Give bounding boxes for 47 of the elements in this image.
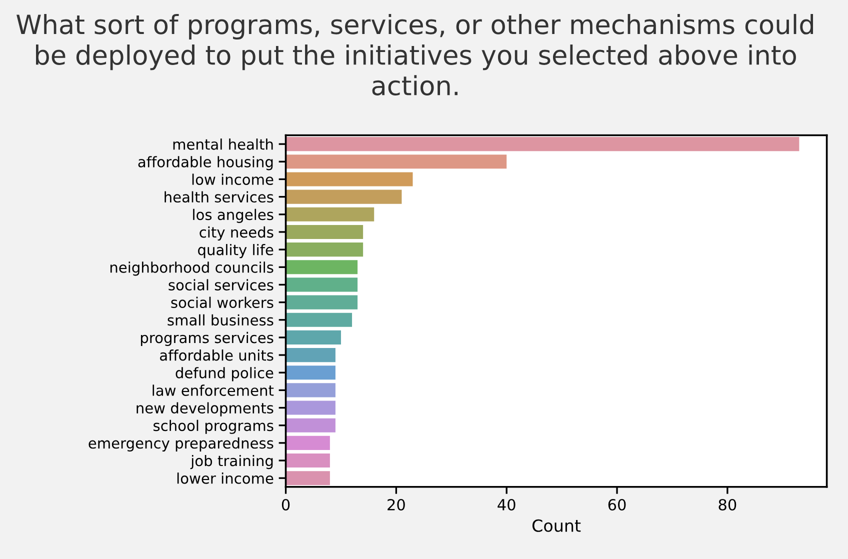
y-tick-label: new developments bbox=[136, 402, 274, 416]
bar bbox=[286, 453, 330, 468]
y-tick-label: small business bbox=[168, 314, 274, 326]
bar bbox=[286, 154, 507, 169]
bar bbox=[286, 242, 364, 257]
bar bbox=[286, 312, 352, 327]
y-tick-label: law enforcement bbox=[152, 384, 274, 396]
y-tick-label: quality life bbox=[198, 244, 274, 258]
bar bbox=[286, 436, 330, 450]
x-axis-title: Count bbox=[532, 519, 581, 532]
bar bbox=[286, 207, 374, 222]
y-tick-label: job training bbox=[190, 454, 273, 470]
bar bbox=[286, 348, 336, 362]
y-tick-label: affordable housing bbox=[138, 156, 273, 170]
bar bbox=[286, 383, 336, 398]
y-tick-label: emergency preparedness bbox=[88, 437, 274, 452]
y-tick-label: lower income bbox=[177, 472, 274, 484]
bar bbox=[286, 418, 336, 432]
bar bbox=[286, 278, 358, 292]
y-tick-label: defund police bbox=[176, 367, 274, 382]
y-tick-label: programs services bbox=[140, 332, 274, 346]
x-tick-label: 20 bbox=[388, 498, 405, 511]
bar bbox=[286, 190, 402, 204]
x-tick-label: 60 bbox=[608, 498, 626, 511]
y-tick-label: city needs bbox=[200, 226, 274, 241]
y-tick-label: low income bbox=[192, 174, 274, 185]
bar bbox=[286, 260, 358, 274]
bar bbox=[286, 366, 336, 380]
y-tick-label: neighborhood councils bbox=[110, 262, 274, 276]
y-tick-label: los angeles bbox=[193, 208, 274, 223]
y-tick-label: mental health bbox=[173, 138, 273, 150]
y-tick-label: social workers bbox=[171, 296, 274, 308]
x-tick-label: 40 bbox=[498, 498, 516, 511]
bar bbox=[286, 295, 358, 310]
bar bbox=[286, 137, 800, 152]
y-tick-label: social services bbox=[168, 279, 274, 290]
bar bbox=[286, 224, 364, 240]
x-tick-label: 80 bbox=[718, 498, 736, 511]
bar bbox=[286, 172, 413, 186]
bar bbox=[286, 471, 330, 486]
x-tick-label: 0 bbox=[282, 498, 290, 511]
bar bbox=[286, 400, 336, 415]
y-tick-label: school programs bbox=[154, 420, 274, 434]
y-tick-label: health services bbox=[164, 191, 274, 203]
bar bbox=[286, 330, 341, 344]
y-tick-label: affordable units bbox=[160, 349, 274, 361]
chart-title: What sort of programs, services, or other mechanisms could be deployed to put the initiatives you selected above into action. bbox=[16, 14, 814, 96]
